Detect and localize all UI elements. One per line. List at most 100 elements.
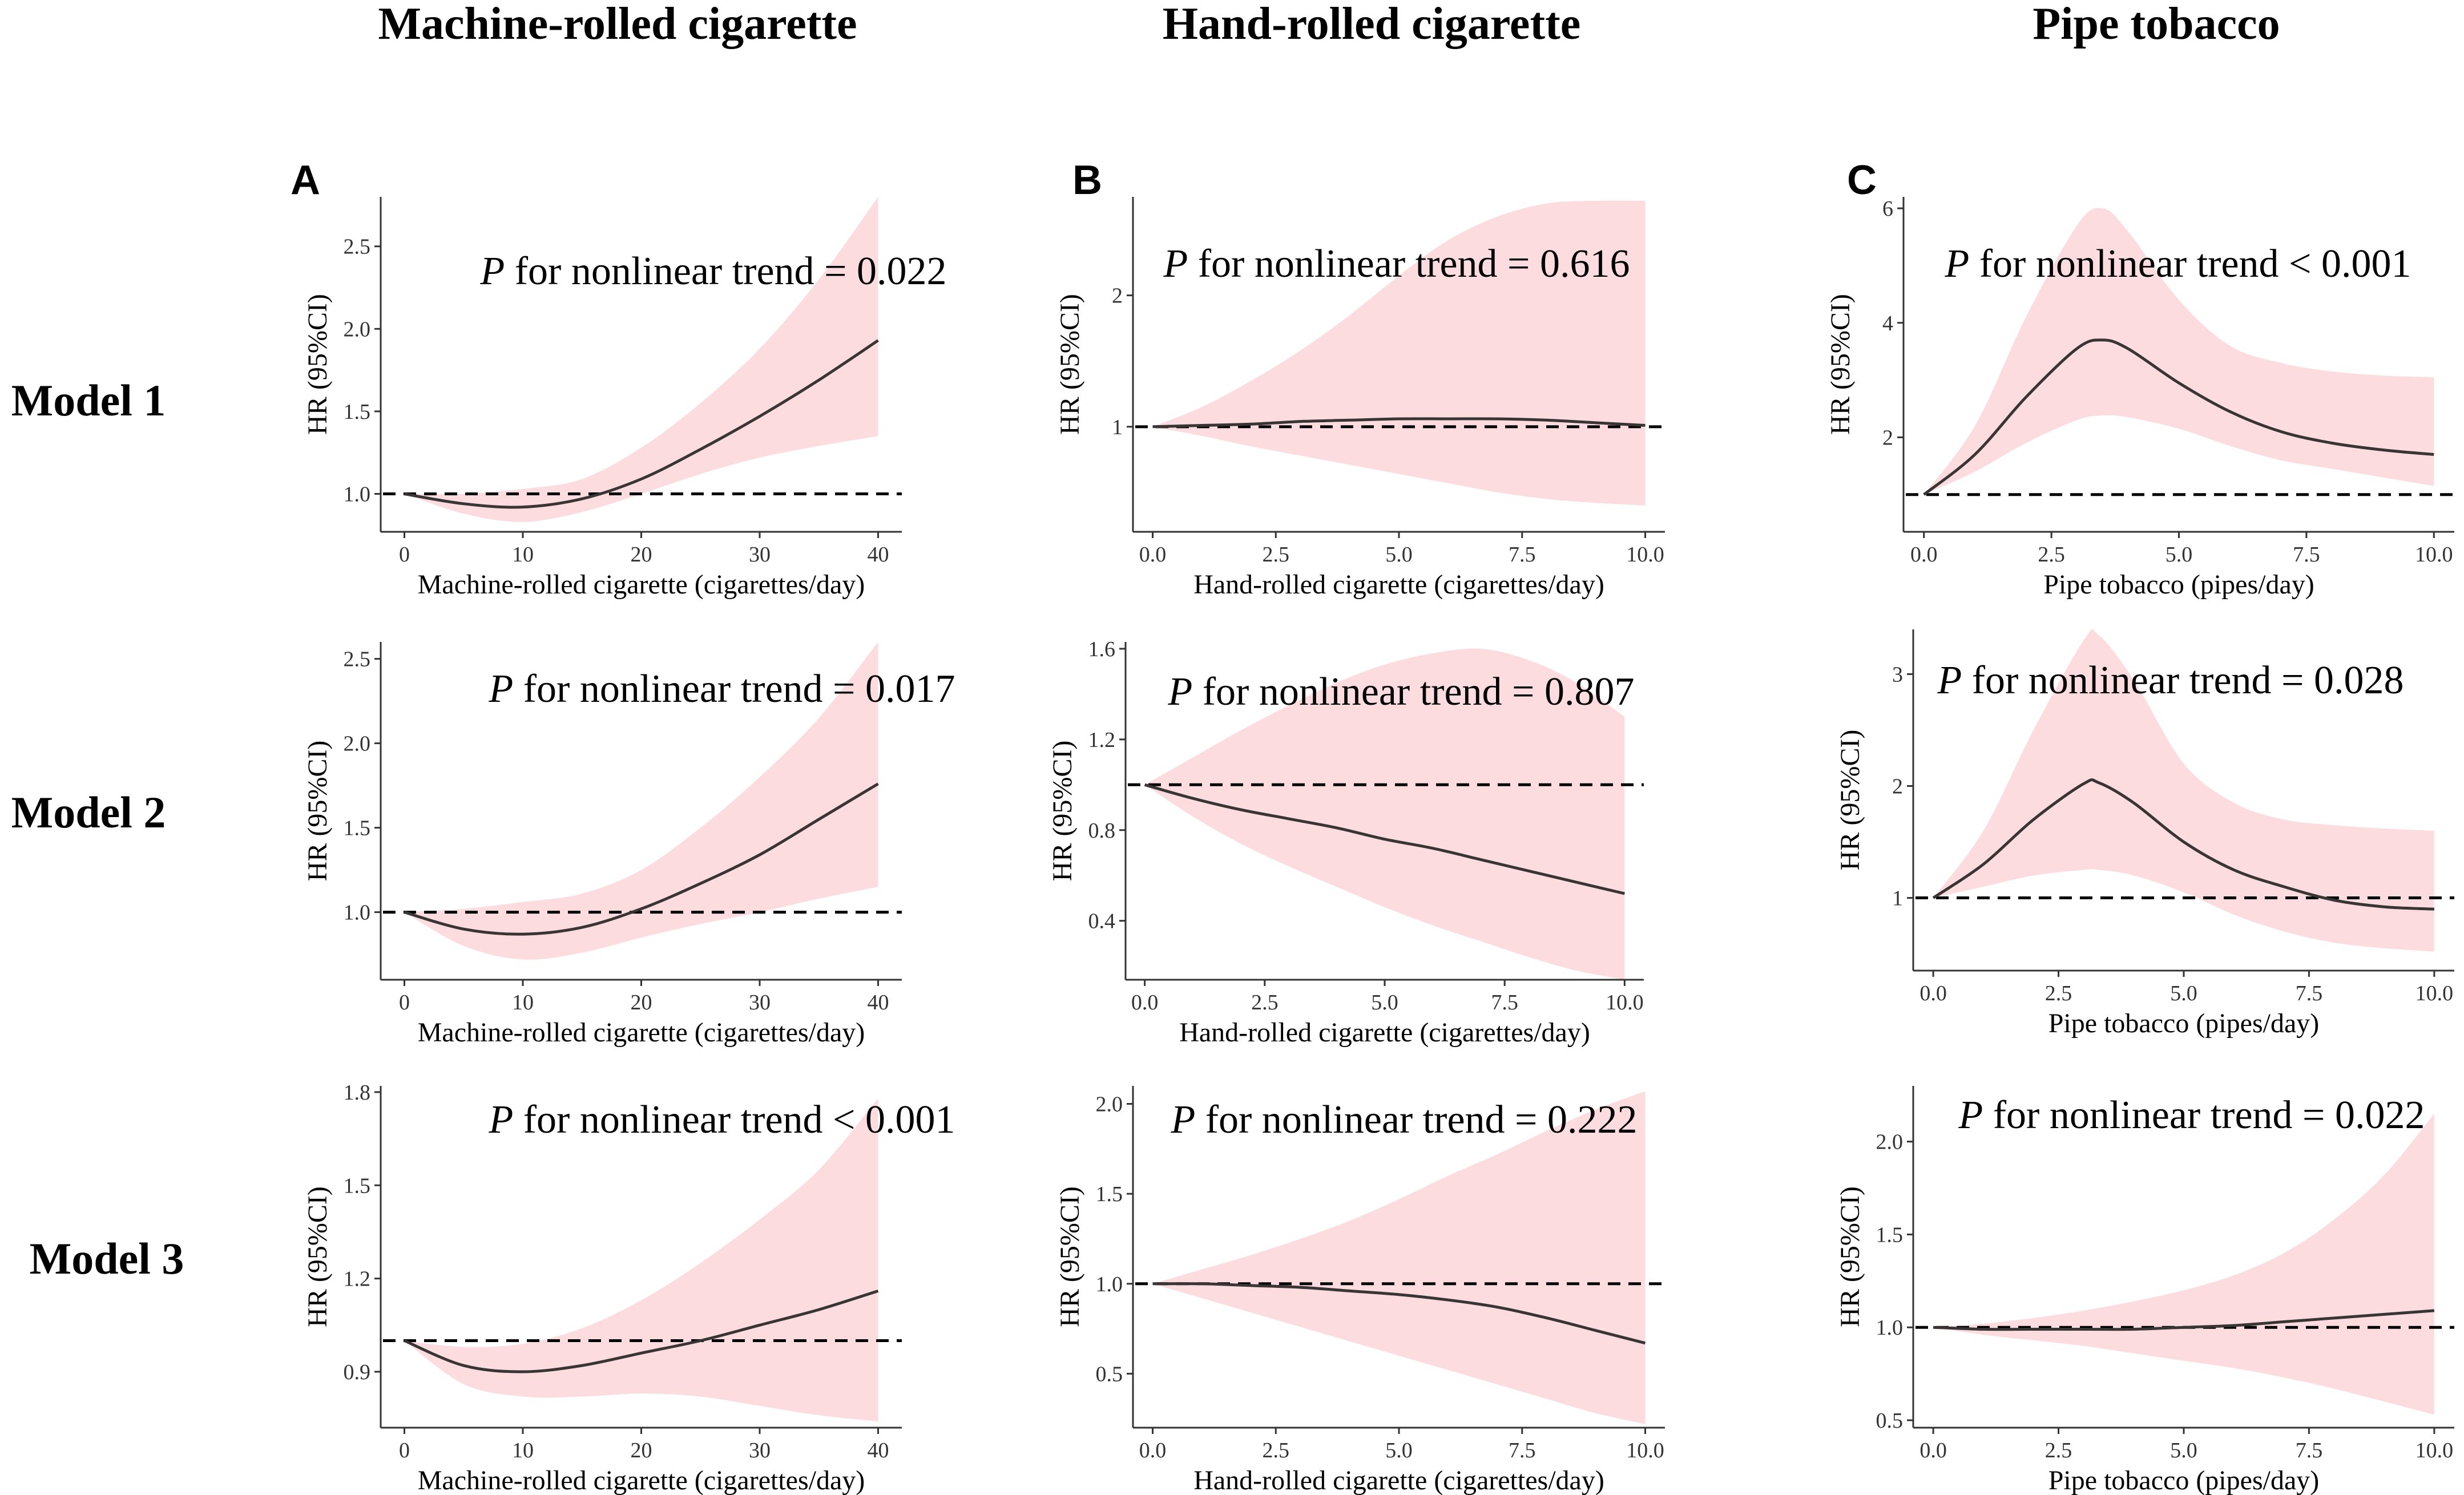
x-tick-label: 10 [512,991,534,1015]
trend-text: for nonlinear trend = 0.017 [513,667,955,711]
y-tick-label: 2.5 [344,648,371,672]
x-axis-title: Machine-rolled cigarette (cigarettes/day… [418,1465,865,1495]
y-tick-label: 1.0 [344,482,371,506]
x-axis-title: Pipe tobacco (pipes/day) [2043,569,2314,600]
ci-band [1152,1091,1646,1424]
column-title-hand-rolled: Hand-rolled cigarette [1163,0,1580,49]
nonlinear-trend-annotation: P for nonlinear trend = 0.022 [1958,1093,2425,1137]
x-axis-title: Machine-rolled cigarette (cigarettes/day… [418,1017,865,1048]
x-tick-label: 30 [749,991,771,1015]
nonlinear-trend-annotation: P for nonlinear trend < 0.001 [488,1098,955,1142]
x-axis-title: Hand-rolled cigarette (cigarettes/day) [1179,1017,1590,1048]
hr-curve [404,1290,879,1373]
y-tick-label: 0.9 [344,1360,371,1384]
x-tick-label: 2.5 [1263,543,1290,567]
x-tick-label: 7.5 [2293,543,2320,567]
panel-letter-c: C [1847,157,1877,203]
y-tick-label: 1.5 [344,817,371,841]
nonlinear-trend-annotation: P for nonlinear trend = 0.017 [488,667,955,711]
x-tick-label: 0 [399,991,410,1015]
x-tick-label: 5.0 [2170,1439,2197,1462]
ci-band [1144,648,1625,980]
x-tick-label: 7.5 [1509,1439,1536,1462]
y-tick-label: 1.2 [344,1267,371,1291]
x-tick-label: 2.5 [2045,981,2072,1005]
p-symbol: P [1958,1093,1983,1137]
x-tick-label: 7.5 [2296,1439,2323,1462]
chart-panel-b2: 0.0 2.5 5.0 7.5 10.0 0.4 0.8 1.2 1.6 Hand-rolled … [1047,637,1644,1048]
y-tick-label: 2.0 [1096,1093,1123,1117]
y-tick-label: 2.0 [1876,1130,1904,1154]
x-tick-label: 7.5 [1509,543,1536,567]
hr-curve [1923,338,2434,496]
x-tick-label: 10.0 [1606,991,1644,1015]
y-axis-title: HR (95%CI) [1825,294,1856,435]
y-axis-title: HR (95%CI) [303,1186,333,1327]
y-axis-title: HR (95%CI) [1055,1186,1085,1327]
ci-band [1923,208,2434,495]
p-symbol: P [1937,658,1962,702]
x-tick-label: 5.0 [1385,543,1413,567]
chart-panel-b1: 0.0 2.5 5.0 7.5 10.0 1 2 Hand-rolled cigarette … [1055,197,1665,600]
x-tick-label: 10.0 [1626,1439,1664,1462]
y-tick-label: 4 [1882,312,1893,336]
ci-band [404,197,878,522]
x-tick-label: 40 [868,991,889,1015]
y-tick-label: 2 [1882,426,1893,450]
x-tick-label: 0.0 [1910,543,1938,567]
y-tick-label: 2.5 [344,235,371,259]
x-tick-label: 10.0 [2415,1439,2454,1462]
x-tick-label: 0.0 [1919,981,1947,1005]
x-tick-label: 0 [399,1439,410,1462]
hr-curve [404,782,879,936]
trend-text: for nonlinear trend = 0.028 [1962,658,2403,702]
y-tick-label: 0.4 [1088,910,1116,934]
nonlinear-trend-annotation: P for nonlinear trend = 0.028 [1937,658,2403,702]
chart-panel-c3: 0.0 2.5 5.0 7.5 10.0 0.5 1.0 1.5 2.0 Pipe tobacco… [1835,1086,2454,1495]
y-tick-label: 1.8 [344,1081,371,1105]
hr-curve [404,339,879,509]
x-tick-label: 0.0 [1139,1439,1167,1462]
trend-text: for nonlinear trend = 0.022 [1983,1093,2425,1137]
x-axis-title: Pipe tobacco (pipes/day) [2048,1008,2320,1039]
chart-panel-c1: 0.0 2.5 5.0 7.5 10.0 2 4 6 Pipe tobacco (pipes/d… [1825,197,2454,600]
trend-text: for nonlinear trend = 0.616 [1188,242,1630,286]
panel-letter-b: B [1072,157,1102,203]
x-tick-label: 10.0 [2415,543,2453,567]
ci-band [1933,1113,2434,1415]
y-tick-label: 6 [1882,197,1893,221]
hr-curve [1144,783,1625,895]
y-tick-label: 1.2 [1088,728,1116,752]
x-tick-label: 20 [631,1439,652,1462]
y-axis-title: HR (95%CI) [303,741,333,882]
x-tick-label: 2.5 [1263,1439,1290,1462]
y-tick-label: 1 [1112,415,1123,439]
y-axis-title: HR (95%CI) [1047,741,1078,882]
trend-text: for nonlinear trend < 0.001 [513,1098,955,1142]
x-tick-label: 2.5 [2045,1439,2072,1462]
nonlinear-trend-annotation: P for nonlinear trend = 0.222 [1170,1098,1637,1142]
x-tick-label: 20 [631,543,652,567]
hr-curve [1152,417,1646,429]
nonlinear-trend-annotation: P for nonlinear trend < 0.001 [1944,242,2411,286]
y-tick-label: 1.0 [344,901,371,925]
ci-band [404,642,878,960]
chart-panel-c2: 0.0 2.5 5.0 7.5 10.0 1 2 3 Pipe tobacco (pipes/d… [1835,629,2454,1039]
x-tick-label: 10.0 [2415,981,2454,1005]
x-tick-label: 5.0 [1385,1439,1413,1462]
trend-text: for nonlinear trend = 0.807 [1192,670,1634,714]
chart-panel-a3: 0 10 20 30 40 0.9 1.2 1.5 1.8 Machine-rolled ciga… [303,1081,955,1495]
chart-panel-a2: 0 10 20 30 40 1.0 1.5 2.0 2.5 Machine-rolled ciga… [303,642,955,1048]
x-tick-label: 5.0 [1371,991,1398,1015]
p-symbol: P [1170,1098,1195,1142]
x-tick-label: 2.5 [1251,991,1279,1015]
y-tick-label: 0.8 [1088,819,1116,843]
row-label-model-3: Model 3 [30,1234,184,1283]
y-tick-label: 1 [1892,887,1903,911]
x-tick-label: 0.0 [1131,991,1159,1015]
ci-band [1933,629,2434,952]
x-tick-label: 7.5 [2296,981,2323,1005]
chart-panel-a1: 0 10 20 30 40 1.0 1.5 2.0 2.5 Machine-rolled ciga… [303,197,947,600]
x-axis-title: Machine-rolled cigarette (cigarettes/day… [418,569,865,600]
